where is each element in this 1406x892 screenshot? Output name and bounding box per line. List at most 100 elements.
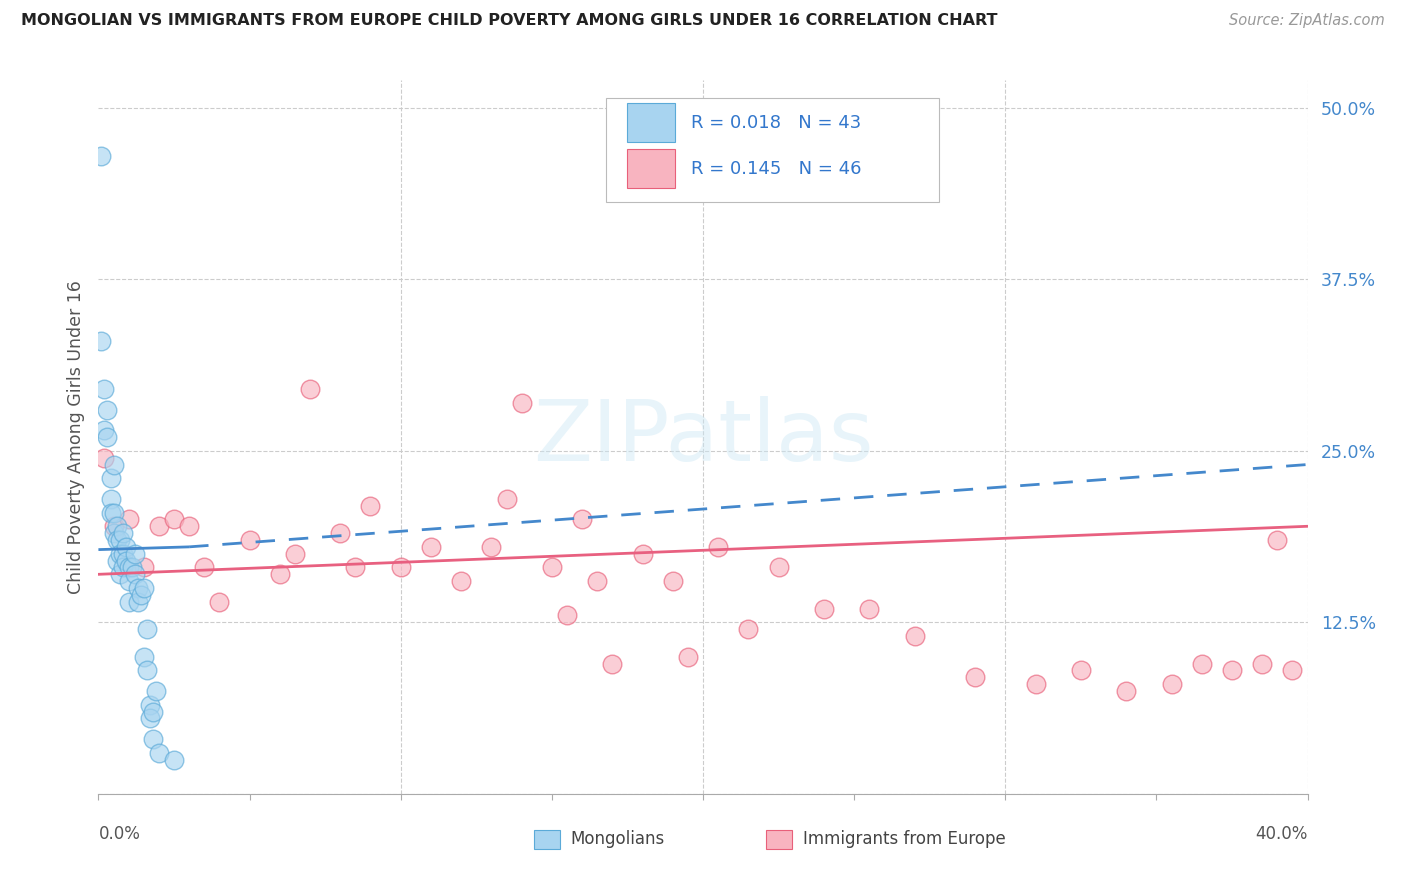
Point [139,698,162,712]
Point [555,608,578,623]
Text: MONGOLIAN VS IMMIGRANTS FROM EUROPE CHILD POVERTY AMONG GIRLS UNDER 16 CORRELATI: MONGOLIAN VS IMMIGRANTS FROM EUROPE CHIL… [21,13,998,29]
FancyBboxPatch shape [606,98,939,202]
Point [510,396,533,410]
Point [495,491,517,506]
Point [132,581,155,595]
Point [1251,657,1274,671]
Point [108,533,131,547]
Point [105,533,128,547]
Point [135,622,157,636]
Point [1265,533,1288,547]
Point [1220,664,1243,678]
Point [135,664,157,678]
Point [129,588,152,602]
Point [93,423,115,437]
Point [118,560,141,574]
Point [111,547,134,561]
Point [142,731,165,746]
Point [111,526,134,541]
Point [96,402,118,417]
Point [111,560,134,574]
Text: Immigrants from Europe: Immigrants from Europe [803,830,1005,848]
Point [269,567,291,582]
Point [540,560,562,574]
Point [127,581,149,595]
Point [1024,677,1046,691]
Text: 0.0%: 0.0% [98,825,141,843]
Point [121,560,143,574]
Point [100,506,122,520]
Point [1115,684,1137,698]
Text: 40.0%: 40.0% [1256,825,1308,843]
Point [631,547,654,561]
Point [571,512,593,526]
Point [360,499,382,513]
Point [193,560,215,574]
Point [93,382,115,396]
Point [114,540,136,554]
Point [103,526,125,541]
Point [124,567,146,582]
Text: Source: ZipAtlas.com: Source: ZipAtlas.com [1229,13,1385,29]
Point [124,547,146,561]
Text: R = 0.145   N = 46: R = 0.145 N = 46 [690,160,862,178]
Point [114,553,136,567]
Text: Mongolians: Mongolians [571,830,665,848]
Point [602,657,624,671]
Point [1191,657,1213,671]
Point [163,753,186,767]
Point [118,574,141,589]
Point [148,746,170,760]
Point [90,149,112,163]
Point [103,506,125,520]
Point [90,334,112,348]
Point [103,519,125,533]
Point [148,519,170,533]
Point [239,533,262,547]
Point [118,512,141,526]
Text: ZIPatlas: ZIPatlas [533,395,873,479]
Point [1281,664,1303,678]
Point [329,526,352,541]
Point [737,622,759,636]
Point [284,547,307,561]
Point [419,540,441,554]
Point [105,553,128,567]
Point [145,684,167,698]
Point [344,560,367,574]
Point [100,471,122,485]
Point [813,601,835,615]
Point [1070,664,1092,678]
Point [93,450,115,465]
Point [103,458,125,472]
Point [1160,677,1182,691]
Point [163,512,186,526]
Bar [627,103,675,142]
Point [450,574,472,589]
Point [132,560,155,574]
Point [858,601,880,615]
Point [661,574,683,589]
Point [105,519,128,533]
Point [299,382,322,396]
Point [96,430,118,444]
Point [108,567,131,582]
Point [707,540,730,554]
Point [127,595,149,609]
Point [481,540,503,554]
Point [100,491,122,506]
Bar [627,149,675,188]
Point [108,547,131,561]
Point [208,595,231,609]
Point [965,670,987,684]
Point [904,629,927,643]
Point [389,560,412,574]
Point [132,649,155,664]
Point [177,519,201,533]
Y-axis label: Child Poverty Among Girls Under 16: Child Poverty Among Girls Under 16 [66,280,84,594]
Point [768,560,790,574]
Point [586,574,609,589]
Point [118,595,141,609]
Point [142,705,165,719]
Text: R = 0.018   N = 43: R = 0.018 N = 43 [690,113,860,131]
